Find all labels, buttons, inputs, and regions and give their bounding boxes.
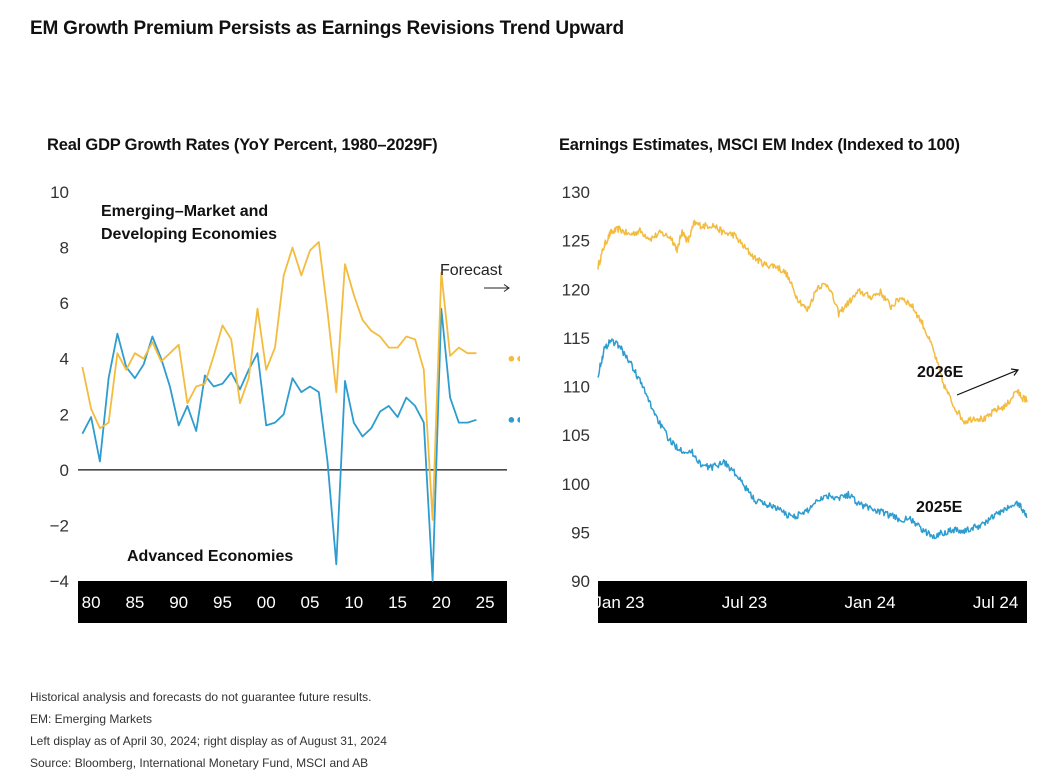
x-tick-label: 25 xyxy=(476,593,495,612)
x-tick-label: 20 xyxy=(432,593,451,612)
x-tick-label: 05 xyxy=(301,593,320,612)
series-label-2026e: 2026E xyxy=(917,364,964,381)
forecast-label: Forecast xyxy=(440,262,503,279)
x-tick-label: Jan 23 xyxy=(593,593,644,612)
forecast-dot-adv xyxy=(508,417,515,423)
page-title: EM Growth Premium Persists as Earnings R… xyxy=(30,18,624,39)
x-tick-label: 15 xyxy=(388,593,407,612)
y-tick-label: 10 xyxy=(50,183,69,202)
y-tick-label: 115 xyxy=(563,329,590,348)
x-axis-band xyxy=(598,581,1027,623)
y-tick-label: 120 xyxy=(562,280,590,299)
footnotes: Historical analysis and forecasts do not… xyxy=(30,686,387,774)
y-tick-label: 110 xyxy=(563,378,590,397)
x-axis-band xyxy=(78,581,507,623)
y-tick-label: −4 xyxy=(50,572,69,591)
y-tick-label: 0 xyxy=(60,461,69,480)
forecast-dot-em xyxy=(517,355,520,362)
y-tick-label: 6 xyxy=(60,294,69,313)
x-tick-label: 95 xyxy=(213,593,232,612)
footnote-as-of-dates: Left display as of April 30, 2024; right… xyxy=(30,734,387,748)
forecast-dot-adv xyxy=(517,417,520,423)
adv-series-label: Advanced Economies xyxy=(127,548,293,565)
trend-arrow xyxy=(956,368,1020,396)
y-tick-label: 4 xyxy=(60,350,69,369)
y-tick-label: 100 xyxy=(562,475,590,494)
x-tick-label: Jul 23 xyxy=(722,593,767,612)
x-tick-label: 90 xyxy=(169,593,188,612)
y-tick-label: 8 xyxy=(60,239,69,258)
series-label-2025e: 2025E xyxy=(916,499,963,516)
em-series-label-line2: Developing Economies xyxy=(101,226,277,243)
em-series-label-line1: Emerging–Market and xyxy=(101,203,268,220)
x-tick-label: 10 xyxy=(344,593,363,612)
earnings-chart-title: Earnings Estimates, MSCI EM Index (Index… xyxy=(559,136,960,154)
earnings-estimates-chart: 130 125 120 115 110 105 100 95 90 Jan 23 Jul 23 Ja… xyxy=(562,183,1028,623)
footnote-em-definition: EM: Emerging Markets xyxy=(30,712,153,726)
y-tick-label: 130 xyxy=(562,183,590,202)
y-tick-label: 125 xyxy=(562,232,590,251)
forecast-arrow xyxy=(484,284,510,292)
x-tick-label: 80 xyxy=(82,593,101,612)
series-line-2025E xyxy=(597,338,1028,540)
y-tick-label: 90 xyxy=(571,572,590,591)
footnote-disclaimer: Historical analysis and forecasts do not… xyxy=(30,690,372,704)
footnote-source: Source: Bloomberg, International Monetar… xyxy=(30,756,369,770)
series-line-em xyxy=(81,241,477,521)
y-tick-label: 105 xyxy=(562,426,590,445)
x-tick-label: 85 xyxy=(125,593,144,612)
gdp-chart-title: Real GDP Growth Rates (YoY Percent, 1980… xyxy=(47,136,438,154)
x-tick-label: Jul 24 xyxy=(973,593,1018,612)
forecast-dot-em xyxy=(508,355,515,362)
x-tick-label: 00 xyxy=(257,593,276,612)
y-tick-label: 95 xyxy=(571,523,590,542)
y-tick-label: 2 xyxy=(60,405,69,424)
series-line-2026E xyxy=(597,219,1028,425)
x-tick-label: Jan 24 xyxy=(845,593,896,612)
y-tick-label: −2 xyxy=(50,516,69,535)
